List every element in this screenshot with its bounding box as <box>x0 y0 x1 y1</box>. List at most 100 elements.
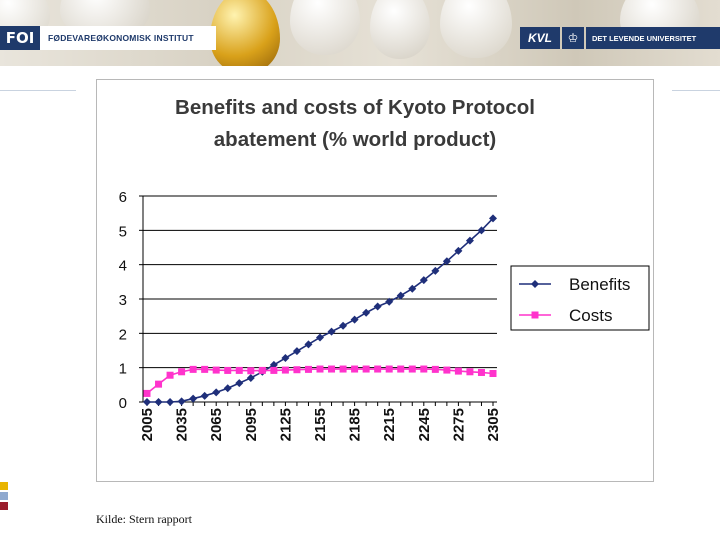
x-tick-label: 2245 <box>416 408 433 441</box>
costs-point <box>316 365 324 373</box>
costs-point <box>247 367 255 375</box>
y-tick-label: 5 <box>119 223 127 240</box>
benefits-point <box>189 394 198 403</box>
benefits-point <box>339 321 348 330</box>
costs-point <box>212 366 220 374</box>
chart-panel: Benefits and costs of Kyoto Protocol aba… <box>96 79 654 482</box>
x-tick-label: 2275 <box>450 408 467 441</box>
costs-point <box>224 366 232 374</box>
benefits-point <box>408 284 417 293</box>
benefits-point <box>350 315 359 324</box>
benefits-point <box>223 384 232 393</box>
benefits-point <box>477 226 486 235</box>
costs-point <box>155 380 163 388</box>
egg-image <box>290 0 360 55</box>
benefits-point <box>327 327 336 336</box>
costs-point <box>281 366 289 374</box>
costs-point <box>477 368 485 376</box>
benefits-point <box>154 398 163 406</box>
benefits-point <box>235 379 244 388</box>
benefits-point <box>373 302 382 311</box>
benefits-point <box>292 347 301 356</box>
y-tick-label: 0 <box>119 395 127 412</box>
accent-square-red <box>0 502 8 510</box>
y-tick-label: 6 <box>119 189 127 206</box>
benefits-point <box>431 266 440 275</box>
costs-point <box>420 365 428 373</box>
foi-logo: FOI FØDEVAREØKONOMISK INSTITUT <box>0 26 216 50</box>
benefits-point <box>442 257 451 266</box>
kvl-logo: KVL ♔ DET LEVENDE UNIVERSITET <box>520 26 720 50</box>
costs-point <box>166 371 174 379</box>
benefits-point <box>200 391 209 400</box>
benefits-point <box>489 214 497 223</box>
x-tick-label: 2185 <box>347 408 364 441</box>
legend-label-costs: Costs <box>569 306 612 325</box>
x-tick-label: 2305 <box>485 408 502 441</box>
y-tick-label: 4 <box>119 258 127 275</box>
costs-point <box>143 389 151 397</box>
costs-point <box>351 365 359 373</box>
y-tick-label: 3 <box>119 292 127 309</box>
costs-point <box>397 365 405 373</box>
costs-point <box>408 365 416 373</box>
costs-point <box>489 370 497 378</box>
costs-point <box>178 368 186 376</box>
benefits-point <box>281 354 290 363</box>
legend-marker-costs <box>531 311 539 319</box>
benefits-point <box>316 333 324 342</box>
golden-egg-image <box>210 0 280 66</box>
benefits-point <box>246 373 255 382</box>
header-banner: FOI FØDEVAREØKONOMISK INSTITUT KVL ♔ DET… <box>0 0 720 66</box>
costs-point <box>385 365 393 373</box>
x-tick-label: 2125 <box>277 408 294 441</box>
foi-logo-text: FØDEVAREØKONOMISK INSTITUT <box>48 33 194 43</box>
x-tick-label: 2095 <box>243 408 260 441</box>
kvl-logo-text: DET LEVENDE UNIVERSITET <box>586 27 720 49</box>
accent-squares <box>0 482 8 512</box>
costs-series-line <box>146 368 494 395</box>
kvl-logo-mark: KVL <box>520 27 560 49</box>
divider-line <box>0 90 76 91</box>
benefits-point <box>362 308 371 317</box>
line-chart: Benefits and costs of Kyoto Protocol aba… <box>119 96 650 441</box>
costs-point <box>235 366 243 374</box>
crown-icon: ♔ <box>562 27 584 49</box>
benefits-point <box>454 246 463 255</box>
costs-point <box>201 365 209 373</box>
costs-point <box>466 368 474 376</box>
costs-point <box>443 366 451 374</box>
costs-point <box>304 365 312 373</box>
legend-marker-benefits <box>531 280 539 288</box>
legend-label-benefits: Benefits <box>569 275 630 294</box>
x-tick-label: 2215 <box>381 408 398 441</box>
costs-point <box>258 366 266 374</box>
source-caption: Kilde: Stern rapport <box>96 512 192 526</box>
benefits-point <box>385 297 394 306</box>
chart-title-line-2: abatement (% world product) <box>214 128 496 151</box>
costs-point <box>431 365 439 373</box>
costs-point <box>362 365 370 373</box>
costs-point <box>270 366 278 374</box>
chart-title-line-1: Benefits and costs of Kyoto Protocol <box>175 96 535 119</box>
y-tick-label: 2 <box>119 326 127 343</box>
x-tick-label: 2035 <box>174 408 191 441</box>
benefits-point <box>212 388 221 397</box>
foi-logo-mark: FOI <box>0 26 40 50</box>
benefits-point <box>304 340 313 349</box>
benefits-point <box>396 291 405 300</box>
accent-square-yellow <box>0 482 8 490</box>
costs-point <box>454 367 462 375</box>
x-tick-label: 2065 <box>208 408 225 441</box>
benefits-point <box>143 398 151 406</box>
benefits-point <box>465 236 474 245</box>
x-tick-label: 2155 <box>312 408 329 441</box>
egg-image <box>440 0 512 58</box>
benefits-point <box>419 276 428 285</box>
benefits-series-line <box>147 217 494 403</box>
costs-point <box>293 366 301 374</box>
divider-line <box>672 90 720 91</box>
costs-point <box>328 365 336 373</box>
egg-image <box>370 0 430 59</box>
y-tick-label: 1 <box>119 361 127 378</box>
